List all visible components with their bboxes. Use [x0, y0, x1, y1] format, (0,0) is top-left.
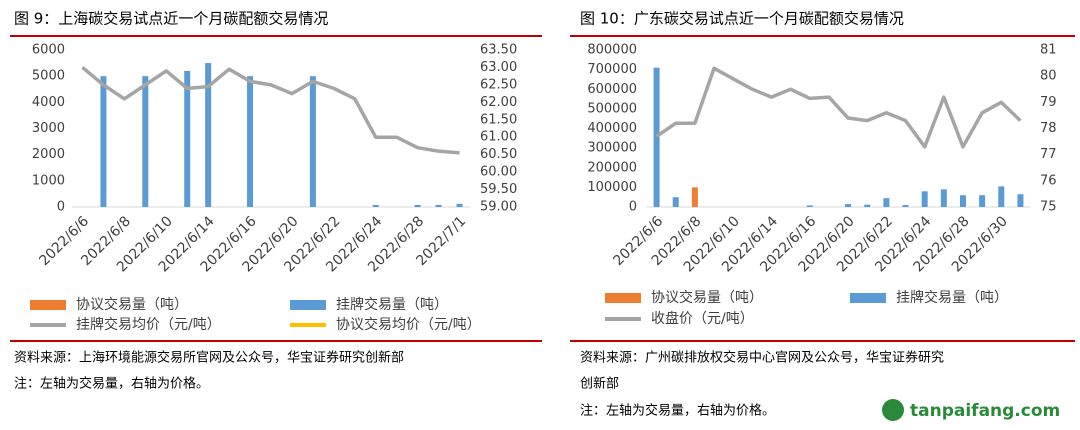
bar — [691, 187, 698, 207]
y2-tick-label: 60.50 — [480, 147, 517, 162]
legend-swatch — [290, 300, 326, 310]
bar — [959, 195, 966, 207]
bar — [100, 76, 107, 208]
y2-tick-label: 79 — [1040, 95, 1057, 110]
legend-label: 协议交易量（吨） — [76, 296, 188, 313]
bar — [672, 197, 679, 207]
watermark: tanpaifang.com — [910, 401, 1060, 421]
y2-tick-label: 59.50 — [480, 182, 517, 197]
y2-tick-label: 80 — [1040, 69, 1057, 84]
bar — [1017, 194, 1024, 207]
y-tick-label: 700000 — [587, 62, 637, 77]
y-tick-label: 100000 — [587, 180, 637, 195]
legend-label: 挂牌交易量（吨） — [896, 289, 1008, 306]
legend-swatch — [30, 300, 66, 310]
y2-tick-label: 76 — [1040, 173, 1057, 188]
note: 注：左轴为交易量，右轴为价格。 — [580, 403, 775, 419]
bar — [456, 203, 463, 207]
legend-label: 挂牌交易均价（元/吨） — [76, 316, 221, 333]
bar — [435, 204, 442, 207]
line — [655, 66, 1022, 149]
source: 资料来源：广州碳排放权交易中心官网及公众号，华宝证券研究 — [580, 350, 944, 366]
y2-tick-label: 75 — [1040, 200, 1057, 215]
bar — [142, 76, 149, 208]
legend-swatch — [605, 293, 641, 303]
y2-tick-label: 61.00 — [480, 130, 517, 145]
y-tick-label: 1000 — [32, 173, 65, 188]
legend-label: 收盘价（元/吨） — [651, 310, 754, 327]
bar — [806, 205, 813, 207]
bar — [184, 70, 191, 207]
y2-tick-label: 60.00 — [480, 165, 517, 180]
bar — [653, 67, 660, 207]
y2-tick-label: 59.00 — [480, 200, 517, 215]
bar — [940, 189, 947, 207]
y-tick-label: 2000 — [32, 147, 65, 162]
figure-title: 图 9：上海碳交易试点近一个月碳配额交易情况 — [14, 10, 328, 28]
figure-title: 图 10：广东碳交易试点近一个月碳配额交易情况 — [580, 10, 904, 28]
y2-tick-label: 63.50 — [480, 43, 517, 58]
logo — [882, 399, 904, 421]
y2-tick-label: 61.50 — [480, 112, 517, 127]
y2-tick-label: 62.00 — [480, 95, 517, 110]
y-tick-label: 600000 — [587, 82, 637, 97]
y-tick-label: 300000 — [587, 141, 637, 156]
bar — [247, 76, 254, 208]
bar — [979, 195, 986, 207]
y-tick-label: 200000 — [587, 160, 637, 175]
y-tick-label: 5000 — [32, 69, 65, 84]
y-tick-label: 6000 — [32, 43, 65, 58]
legend-label: 挂牌交易量（吨） — [336, 296, 448, 313]
bar — [205, 63, 212, 208]
bar — [372, 204, 379, 207]
bar — [921, 191, 928, 207]
legend-label: 协议交易均价（元/吨） — [336, 316, 481, 333]
y-tick-label: 4000 — [32, 95, 65, 110]
bar — [864, 204, 871, 207]
source: 创新部 — [580, 376, 619, 392]
note: 注：左轴为交易量，右轴为价格。 — [14, 376, 209, 392]
y-tick-label: 500000 — [587, 101, 637, 116]
y2-tick-label: 63.00 — [480, 60, 517, 75]
source: 资料来源：上海环境能源交易所官网及公众号，华宝证券研究创新部 — [14, 350, 404, 366]
legend-label: 协议交易量（吨） — [651, 289, 763, 306]
y2-tick-label: 62.50 — [480, 77, 517, 92]
legend-swatch — [850, 293, 886, 303]
y2-tick-label: 78 — [1040, 121, 1057, 136]
line — [81, 66, 460, 155]
y-tick-label: 0 — [57, 200, 65, 215]
y-tick-label: 400000 — [587, 121, 637, 136]
bar — [883, 198, 890, 207]
bar — [414, 204, 421, 207]
bar — [902, 205, 909, 207]
bar — [845, 204, 852, 207]
y-tick-label: 0 — [629, 200, 637, 215]
y-tick-label: 3000 — [32, 121, 65, 136]
y2-tick-label: 81 — [1040, 43, 1057, 58]
y-tick-label: 800000 — [587, 43, 637, 58]
y2-tick-label: 77 — [1040, 147, 1057, 162]
bar — [998, 186, 1005, 207]
bar — [309, 76, 316, 208]
